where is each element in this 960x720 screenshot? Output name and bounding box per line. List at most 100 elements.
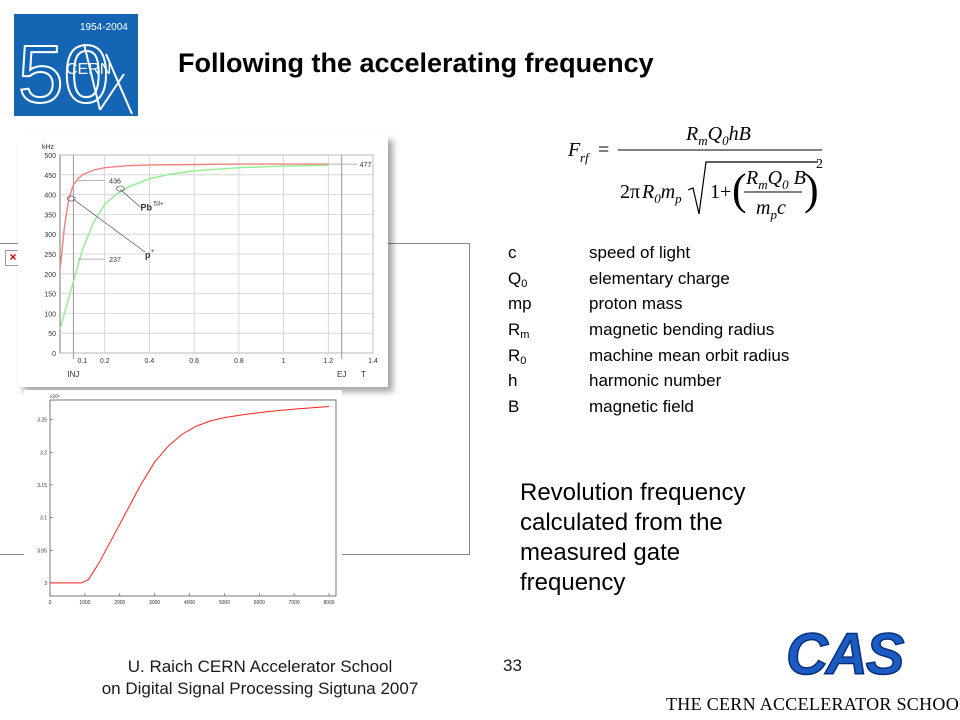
- footer-line-1: U. Raich CERN Accelerator School: [127, 657, 393, 676]
- svg-text:mpc: mpc: [756, 197, 786, 222]
- x-tick-label: 0.4: [145, 358, 155, 365]
- legend-symbol: mp: [508, 294, 532, 314]
- cas-school-name: THE CERN ACCELERATOR SCHOOL: [666, 694, 960, 714]
- y-tick-label: 350: [44, 212, 56, 219]
- legend-row: c speed of light: [508, 243, 908, 269]
- formula-lhs-sub: rf: [580, 150, 591, 165]
- legend-symbol: Rm: [508, 320, 530, 342]
- svg-text:2: 2: [816, 157, 823, 172]
- annotation-label: 477: [360, 162, 372, 169]
- logo-years: 1954-2004: [80, 22, 128, 33]
- legend-row: h harmonic number: [508, 371, 908, 397]
- note-line: calculated from the: [520, 509, 723, 536]
- revolution-frequency-plot: 3 3.05 3.1 3.15 3.2 3.25 0 1000 2000 3000 4000 5000…: [24, 390, 342, 612]
- y-tick-label: 0: [52, 351, 56, 358]
- svg-text:R0mp: R0mp: [641, 181, 682, 206]
- y-exponent-label: x10⁵: [50, 394, 60, 400]
- logo-org: CERN: [66, 61, 111, 78]
- y-tick-label: 3.25: [37, 418, 47, 424]
- footer-line-2: on Digital Signal Processing Sigtuna 200…: [101, 679, 419, 698]
- legend-description: machine mean orbit radius: [589, 345, 790, 365]
- legend-row: R0 machine mean orbit radius: [508, 346, 908, 372]
- x-tick-label: 1.4: [368, 358, 378, 365]
- injection-label: INJ: [67, 370, 79, 379]
- footer-credit: U. Raich CERN Accelerator School on Digi…: [60, 656, 460, 700]
- series-leader: [73, 199, 146, 253]
- slide-title: Following the accelerating frequency: [178, 48, 654, 78]
- svg-text:): ): [804, 165, 819, 214]
- cas-logo: CAS: [785, 622, 907, 684]
- legend-symbol: h: [508, 371, 518, 391]
- note-line: Revolution frequency: [520, 479, 746, 506]
- series-label-lead: Pb: [140, 202, 152, 212]
- plot-area: [49, 399, 337, 597]
- frequency-plot: 0 50 100 150 200 250 300 350 400 450 500 0.2 0.4 0.6 0…: [18, 135, 388, 387]
- legend-description: elementary charge: [589, 268, 730, 288]
- legend-row: Q0 elementary charge: [508, 269, 908, 295]
- legend-symbol: c: [508, 243, 517, 262]
- y-tick-label: 150: [44, 292, 56, 299]
- y-tick-label: 3.05: [37, 548, 47, 554]
- legend-row: mp proton mass: [508, 294, 908, 320]
- y-tick-label: 3: [44, 581, 47, 587]
- legend-description: magnetic bending radius: [589, 320, 775, 340]
- rf-frequency-formula: F rf = RmQ0hB 2π R0mp 1+ ( ) RmQ0 B mpc …: [567, 123, 823, 222]
- svg-text:2π: 2π: [620, 181, 640, 203]
- x-tick-label: 7000: [289, 600, 300, 606]
- symbol-legend: c speed of light Q0 elementary charge mp…: [508, 243, 908, 423]
- annotation-label: 436: [109, 178, 121, 185]
- x-tick-label: 0: [49, 600, 52, 606]
- legend-row: Rm magnetic bending radius: [508, 320, 908, 346]
- y-tick-label: 500: [44, 153, 56, 160]
- note-line: measured gate: [520, 539, 681, 566]
- x-tick-label: 6000: [254, 600, 265, 606]
- y-tick-label: 3.15: [37, 483, 47, 489]
- x-tick-label: 1000: [79, 600, 90, 606]
- y-tick-label: 450: [44, 173, 56, 180]
- x-tick-label: 0.1: [77, 358, 87, 365]
- y-tick-label: 250: [44, 252, 56, 259]
- legend-description: magnetic field: [589, 397, 694, 417]
- revolution-frequency-note: Revolution frequency calculated from the…: [520, 478, 800, 598]
- formula-lhs: F: [567, 139, 581, 161]
- page-number: 33: [503, 656, 522, 675]
- x-tick-label: 5000: [219, 600, 230, 606]
- annotation-label: 237: [109, 257, 121, 264]
- series-marker: [115, 185, 125, 192]
- x-tick-label: 1.2: [323, 358, 333, 365]
- series-label-proton-charge: +: [151, 249, 155, 255]
- legend-description: speed of light: [589, 243, 691, 262]
- series-label-proton: p: [145, 250, 151, 260]
- y-tick-label: 200: [44, 272, 56, 279]
- series-leader: [120, 189, 141, 208]
- svg-text:RmQ0hB: RmQ0hB: [685, 123, 751, 148]
- legend-symbol: R0: [508, 345, 527, 367]
- svg-text:CAS: CAS: [786, 622, 905, 684]
- x-tick-label: 0.2: [100, 358, 110, 365]
- x-tick-label: 2000: [114, 600, 125, 606]
- note-line: frequency: [520, 569, 626, 596]
- x-tick-label: 4000: [184, 600, 195, 606]
- x-tick-label: 8000: [323, 600, 334, 606]
- svg-text:1+: 1+: [710, 181, 731, 203]
- cern-50-logo: 1954-2004 50 CERN: [14, 14, 138, 121]
- y-tick-label: 50: [48, 331, 56, 338]
- legend-symbol: Q0: [508, 268, 528, 290]
- legend-description: proton mass: [589, 294, 683, 314]
- y-tick-label: 3.1: [40, 516, 47, 522]
- y-tick-label: 300: [44, 232, 56, 239]
- x-tick-label: 3000: [149, 600, 160, 606]
- y-tick-label: 3.2: [40, 450, 47, 456]
- series-marker: [66, 195, 76, 202]
- ejection-label: EJ: [337, 370, 346, 379]
- svg-text:=: =: [598, 139, 609, 161]
- x-tick-label: 0.6: [189, 358, 199, 365]
- series-line-revolution: [49, 406, 330, 584]
- x-axis-label: T: [361, 370, 366, 379]
- broken-image-icon: ×: [5, 250, 21, 266]
- logo-anniversary: 50: [18, 29, 109, 116]
- y-axis-label: kHz: [42, 144, 55, 151]
- y-tick-label: 400: [44, 193, 56, 200]
- legend-symbol: B: [508, 397, 520, 417]
- series-line-lead: [59, 164, 329, 330]
